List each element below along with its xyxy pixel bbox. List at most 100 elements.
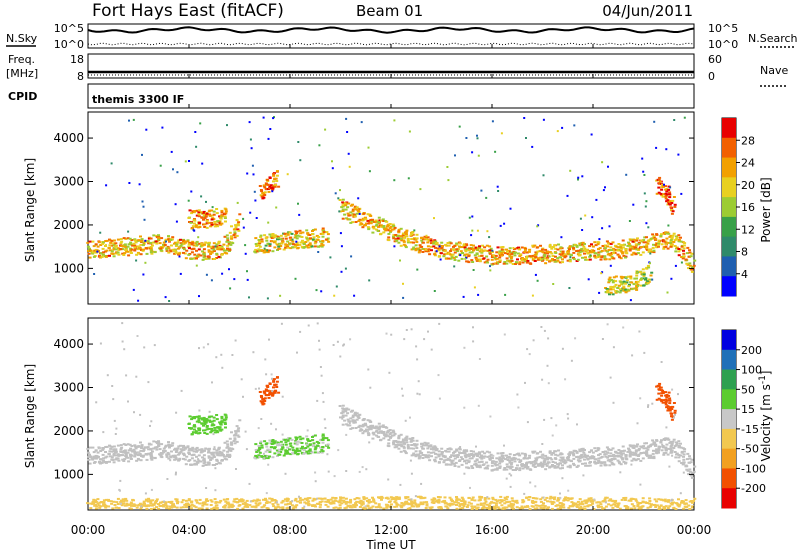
echo-cell xyxy=(666,453,670,456)
echo-cell xyxy=(670,442,674,445)
echo-cell xyxy=(117,253,121,256)
echo-cell xyxy=(301,437,305,440)
echo-cell xyxy=(388,227,392,230)
echo-cell xyxy=(568,505,572,508)
echo-cell xyxy=(344,506,348,509)
echo-cell xyxy=(642,447,646,450)
echo-cell xyxy=(428,253,432,256)
echo-cell xyxy=(412,246,416,249)
echo-cell xyxy=(188,504,192,507)
echo-cell xyxy=(521,501,525,504)
echo-cell xyxy=(150,455,154,458)
echo-cell xyxy=(149,500,153,503)
echo-cell xyxy=(652,455,656,458)
echo-cell xyxy=(122,500,126,503)
echo-cell xyxy=(220,247,224,250)
echo-cell xyxy=(200,448,204,451)
echo-cell xyxy=(213,464,217,466)
echo-cell xyxy=(107,505,111,508)
echo-cell xyxy=(504,497,507,499)
echo-cell xyxy=(415,443,419,446)
echo-cell xyxy=(134,445,137,448)
echo-cell xyxy=(258,391,262,393)
speckle-cell xyxy=(489,265,491,268)
echo-cell xyxy=(224,414,228,417)
echo-cell xyxy=(340,412,344,415)
echo-cell xyxy=(515,506,519,509)
nave-label: Nave xyxy=(760,64,788,77)
echo-cell xyxy=(686,263,690,266)
echo-cell xyxy=(220,451,224,454)
speckle-cell xyxy=(549,243,552,246)
speckle-cell xyxy=(403,236,406,238)
echo-cell xyxy=(367,228,371,231)
echo-cell xyxy=(513,460,517,463)
echo-cell xyxy=(609,288,613,291)
echo-cell xyxy=(629,445,633,448)
echo-cell xyxy=(511,504,515,507)
echo-cell xyxy=(575,506,579,508)
echo-cell xyxy=(471,507,475,510)
echo-cell xyxy=(639,284,643,287)
echo-cell xyxy=(87,252,91,255)
echo-cell xyxy=(645,454,649,457)
speckle-cell xyxy=(536,225,539,228)
echo-cell xyxy=(559,462,563,465)
echo-cell xyxy=(632,252,636,255)
echo-cell xyxy=(655,385,659,388)
echo-cell xyxy=(412,447,415,450)
echo-cell xyxy=(648,454,652,457)
echo-cell xyxy=(586,464,590,467)
echo-cell xyxy=(534,251,538,254)
echo-cell xyxy=(210,427,214,430)
echo-cell xyxy=(425,444,429,447)
echo-cell xyxy=(306,445,310,448)
echo-cell xyxy=(450,461,454,464)
echo-cell xyxy=(604,450,608,453)
echo-cell xyxy=(684,464,688,467)
echo-cell xyxy=(619,450,623,453)
echo-cell xyxy=(607,503,611,506)
echo-cell xyxy=(480,454,483,457)
echo-cell xyxy=(317,497,321,500)
echo-cell xyxy=(480,460,484,463)
echo-cell xyxy=(208,209,212,212)
echo-cell xyxy=(664,240,668,243)
echo-cell xyxy=(116,238,120,241)
echo-cell xyxy=(142,248,145,251)
echo-cell xyxy=(149,504,153,507)
echo-cell xyxy=(417,503,421,506)
echo-cell xyxy=(235,440,239,443)
echo-cell xyxy=(223,215,227,218)
echo-cell xyxy=(473,499,477,502)
echo-cell xyxy=(392,431,396,434)
echo-cell xyxy=(263,191,267,194)
echo-cell xyxy=(598,501,602,504)
echo-cell xyxy=(433,458,437,461)
echo-cell xyxy=(568,459,572,462)
echo-cell xyxy=(192,453,196,456)
speckle-cell xyxy=(195,264,198,267)
echo-cell xyxy=(604,258,608,261)
echo-cell xyxy=(140,238,144,241)
echo-cell xyxy=(202,251,206,254)
echo-cell xyxy=(284,503,288,506)
echo-cell xyxy=(157,443,161,445)
echo-cell xyxy=(627,283,631,286)
speckle-cell xyxy=(503,222,506,225)
echo-cell xyxy=(598,453,602,456)
echo-cell xyxy=(598,247,602,250)
echo-cell xyxy=(661,390,665,393)
echo-region xyxy=(253,227,331,254)
echo-cell xyxy=(210,218,214,221)
echo-cell xyxy=(104,451,107,453)
echo-cell xyxy=(382,432,386,435)
echo-cell xyxy=(472,453,476,456)
echo-cell xyxy=(551,461,555,463)
echo-cell xyxy=(205,503,209,506)
echo-cell xyxy=(203,217,207,220)
echo-cell xyxy=(88,240,92,243)
echo-cell xyxy=(610,455,613,458)
echo-cell xyxy=(657,241,661,244)
echo-cell xyxy=(263,440,267,443)
